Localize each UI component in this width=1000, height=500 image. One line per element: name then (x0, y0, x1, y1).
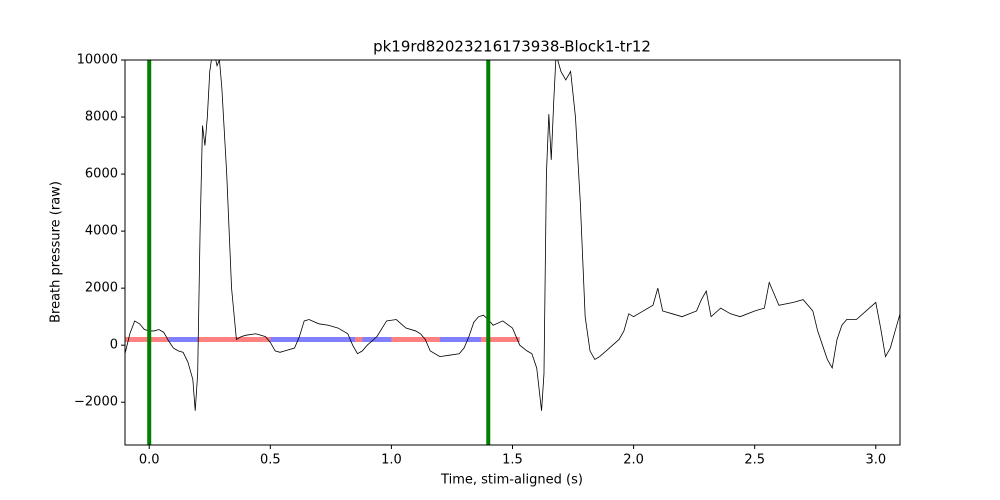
y-tick-label: 0 (110, 338, 118, 353)
x-tick-label: 2.5 (744, 453, 765, 468)
x-tick-label: 1.0 (381, 453, 402, 468)
y-tick-label: 10000 (77, 53, 118, 68)
x-tick-label: 0.0 (139, 453, 160, 468)
y-axis-label: Breath pressure (raw) (49, 181, 64, 323)
y-tick-label: 2000 (85, 281, 118, 296)
x-tick-label: 1.5 (502, 453, 523, 468)
x-tick-label: 2.0 (623, 453, 644, 468)
y-tick-label: 8000 (85, 110, 118, 125)
chart-title: pk19rd82023216173938-Block1-tr12 (373, 38, 651, 56)
y-tick-label: 6000 (85, 167, 118, 182)
x-axis-label: Time, stim-aligned (s) (440, 473, 583, 488)
x-tick-label: 0.5 (260, 453, 281, 468)
y-tick-label: −2000 (74, 395, 118, 410)
plot-area (125, 60, 900, 445)
y-tick-label: 4000 (85, 224, 118, 239)
x-tick-label: 3.0 (865, 453, 886, 468)
